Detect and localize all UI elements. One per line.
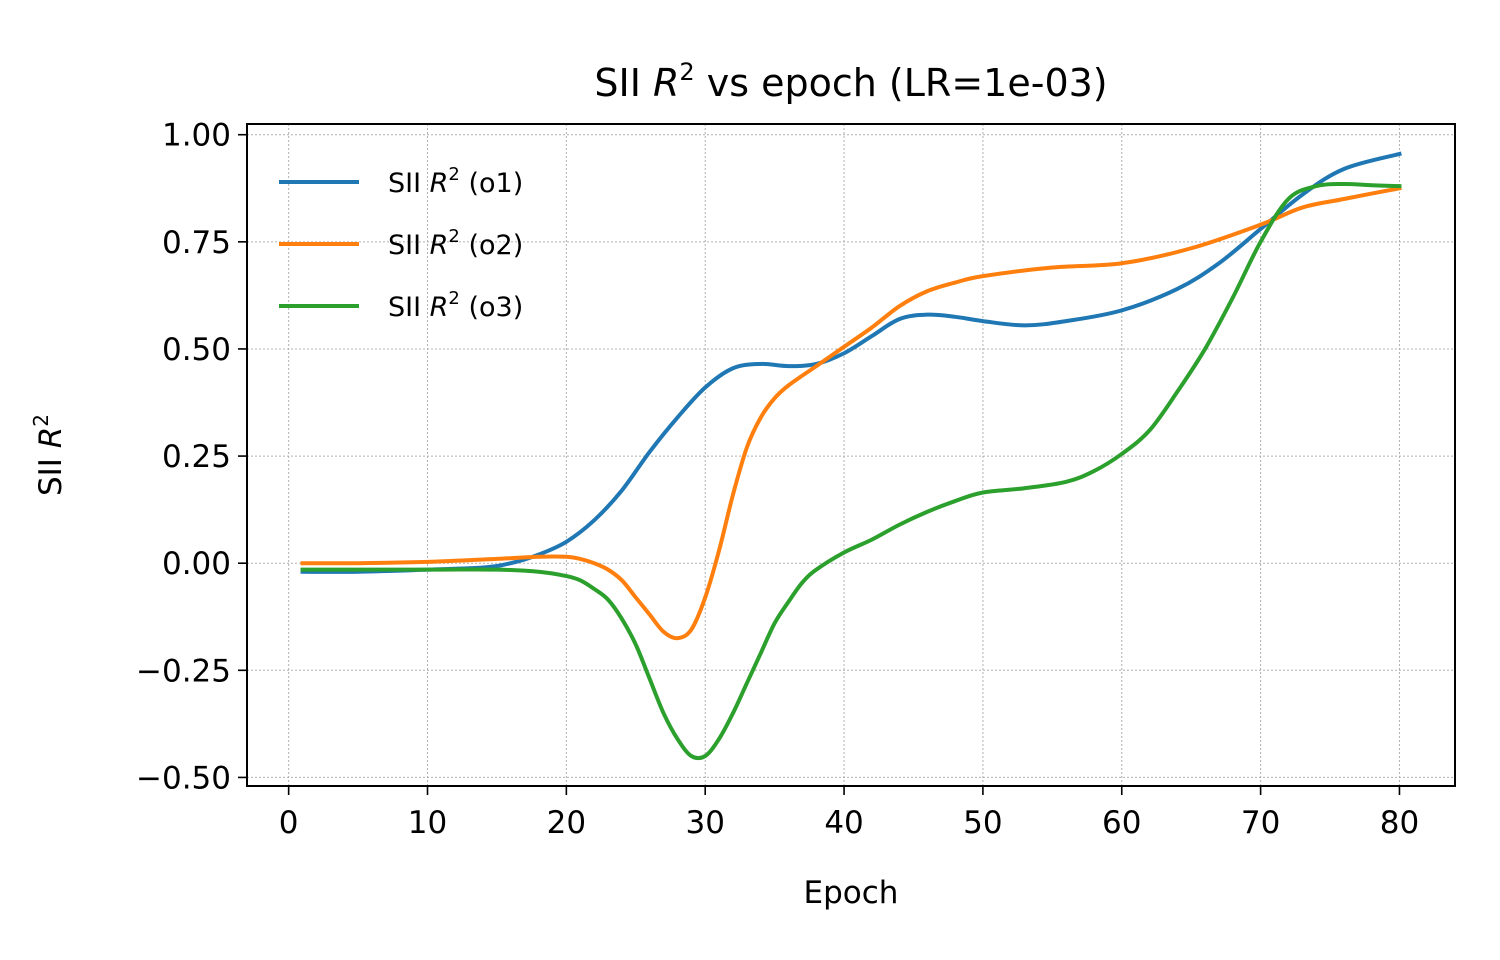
x-tick-label: 60	[1102, 805, 1141, 841]
x-tick-label: 50	[963, 805, 1002, 841]
x-tick-label: 80	[1380, 805, 1419, 841]
legend-item-2: SII R2 (o2)	[279, 226, 523, 261]
y-tick-label: 0.00	[162, 546, 231, 582]
x-tick-label: 30	[685, 805, 724, 841]
series-line-3	[300, 181, 1402, 761]
plot-area-frame	[246, 123, 1456, 787]
x-tick-label: 10	[408, 805, 447, 841]
legend-item-1: SII R2 (o1)	[279, 164, 523, 199]
y-tick-label: −0.25	[136, 653, 231, 689]
y-tick-label: 0.50	[162, 332, 231, 368]
series-layer	[300, 151, 1402, 761]
legend-label: SII R2 (o2)	[388, 226, 523, 261]
title-prefix: SII	[594, 61, 653, 105]
title-variable: R	[653, 61, 679, 105]
legend: SII R2 (o1) SII R2 (o2) SII R2 (o3)	[279, 164, 523, 323]
x-axis-label: Epoch	[804, 875, 899, 911]
legend-label: SII R2 (o1)	[388, 164, 523, 199]
y-tick-label: 0.75	[162, 225, 231, 261]
y-axis-label: SII R2	[29, 414, 69, 496]
series-line-1	[300, 151, 1402, 574]
x-tick-label: 70	[1241, 805, 1280, 841]
series-line-2	[300, 185, 1402, 641]
title-superscript: 2	[679, 58, 694, 86]
ylabel-variable: R	[33, 427, 69, 449]
legend-label: SII R2 (o3)	[388, 288, 523, 323]
x-tick-label: 20	[547, 805, 586, 841]
y-tick-label: −0.50	[136, 760, 231, 796]
title-suffix: vs epoch (LR=1e-03)	[695, 61, 1108, 105]
axis-ticks: 0 10 20 30 40 50 60 70 80 −0.50 −0.25 0.00 0.25 0.50 0…	[136, 118, 1419, 841]
legend-item-3: SII R2 (o3)	[279, 288, 523, 323]
chart-title: SII R2 vs epoch (LR=1e-03)	[594, 58, 1107, 105]
ylabel-superscript: 2	[29, 414, 53, 427]
ylabel-prefix: SII	[33, 448, 69, 496]
y-tick-label: 1.00	[162, 118, 231, 154]
x-tick-label: 40	[824, 805, 863, 841]
grid	[247, 124, 1455, 786]
x-tick-label: 0	[279, 805, 299, 841]
y-tick-label: 0.25	[162, 439, 231, 475]
